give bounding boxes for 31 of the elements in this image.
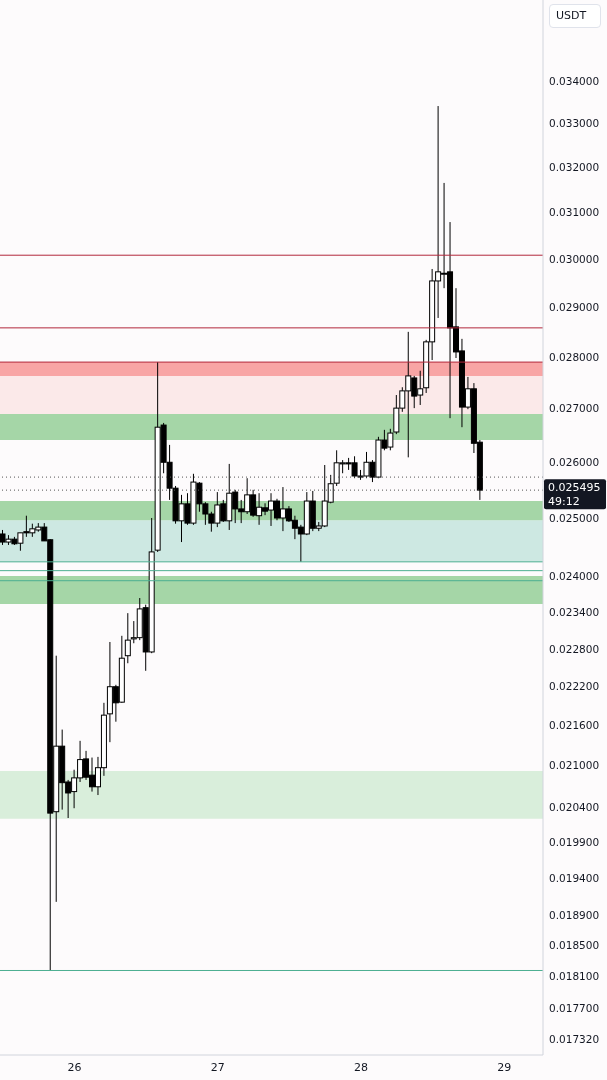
y-tick-label: 0.021600 — [549, 719, 600, 732]
y-tick-label: 0.019400 — [549, 871, 600, 884]
y-tick-label: 0.027000 — [549, 402, 600, 415]
y-tick-label: 0.026000 — [549, 456, 600, 468]
y-tick-label: 0.022800 — [549, 642, 600, 655]
y-tick-label: 0.020400 — [549, 800, 600, 813]
y-tick-label: 0.022200 — [549, 680, 600, 693]
x-tick-label: 27 — [210, 1060, 225, 1074]
text: 49:12 — [548, 495, 580, 509]
y-tick-label: 0.034000 — [549, 74, 600, 87]
y-tick-label: 0.023400 — [549, 605, 600, 618]
y-tick-label: 0.030000 — [549, 252, 600, 265]
y-tick-label: 0.032000 — [549, 161, 600, 174]
y-tick-label: 0.025000 — [549, 511, 600, 524]
ref-line-label: 0.025495 — [548, 481, 601, 495]
y-tick-label: 0.031000 — [549, 206, 600, 219]
y-tick-label: 0.028000 — [549, 350, 600, 363]
y-tick-label: 0.033000 — [549, 117, 600, 130]
y-tick-label: 0.017320 — [549, 1033, 600, 1046]
y-tick-label: 0.018100 — [549, 970, 600, 983]
y-tick-label: 0.017700 — [549, 1002, 600, 1015]
y-tick-label: 0.018500 — [549, 939, 600, 952]
x-tick-label: 26 — [67, 1060, 82, 1074]
y-tick-label: 0.018900 — [549, 909, 600, 922]
y-tick-label: 0.029000 — [549, 300, 600, 313]
y-tick-label: 0.024000 — [549, 569, 600, 582]
text: USDT — [549, 4, 601, 28]
y-tick-label: 0.021000 — [549, 759, 600, 772]
x-tick-label: 29 — [497, 1060, 512, 1074]
y-tick-label: 0.019900 — [549, 835, 600, 848]
x-tick-label: 28 — [354, 1060, 369, 1074]
